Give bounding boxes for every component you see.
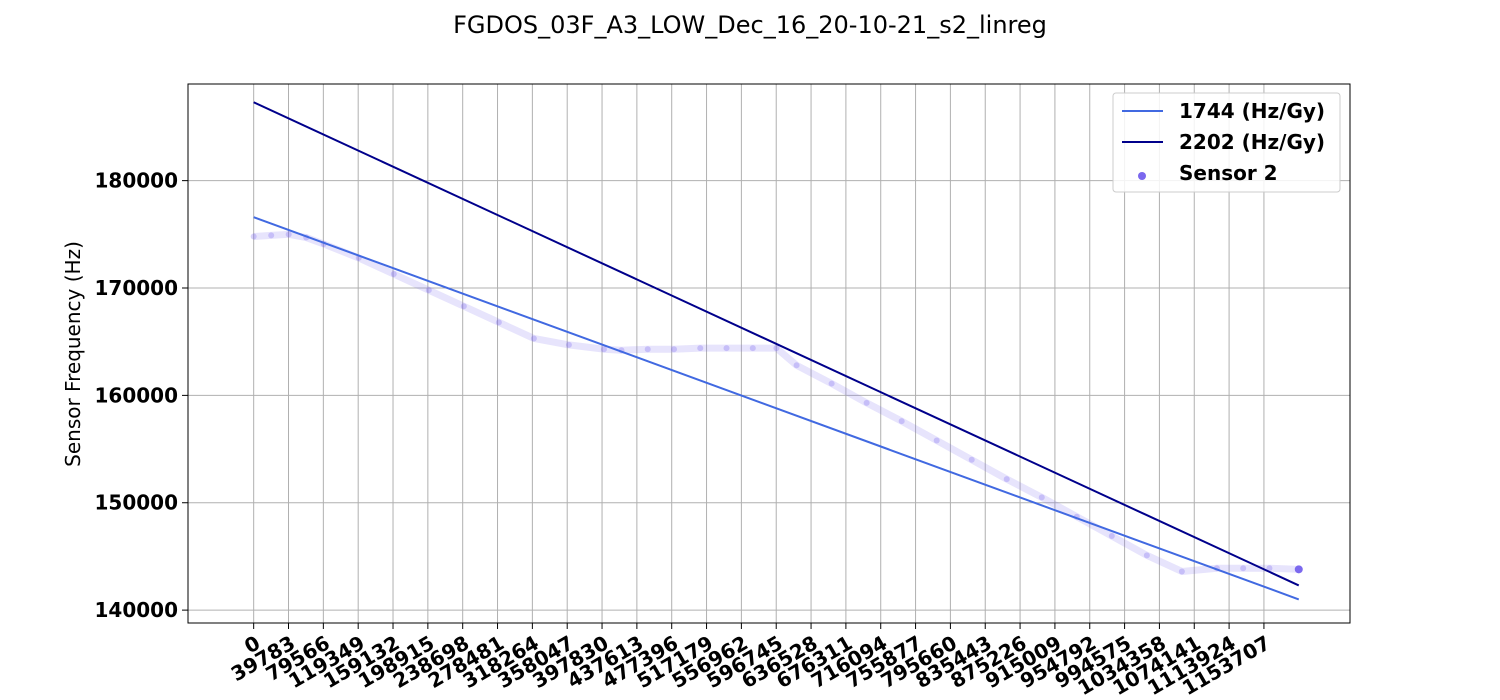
regression-line <box>253 101 1300 587</box>
legend-label: 1744 (Hz/Gy) <box>1179 99 1325 123</box>
sensor-2-point <box>828 380 835 387</box>
regression-lines <box>253 101 1300 601</box>
sensor-2-point <box>495 319 502 326</box>
sensor-2-point <box>1003 476 1010 483</box>
y-tick-label: 180000 <box>95 169 179 193</box>
sensor-2-point <box>1143 552 1150 559</box>
sensor-2-point <box>1294 565 1303 574</box>
sensor-2-point <box>1038 494 1045 501</box>
y-tick-label: 170000 <box>95 276 179 300</box>
legend-box <box>1112 92 1341 193</box>
y-tick-label: 150000 <box>95 491 179 515</box>
y-axis-label: Sensor Frequency (Hz) <box>61 241 85 467</box>
sensor-2-point <box>933 437 940 444</box>
sensor-2-point <box>749 345 756 352</box>
grid <box>188 84 1350 623</box>
sensor-2-point <box>670 346 677 353</box>
sensor-2-point <box>773 345 780 352</box>
legend-label: 2202 (Hz/Gy) <box>1179 130 1325 154</box>
sensor-2-point <box>565 341 572 348</box>
legend-marker-swatch <box>1138 172 1146 180</box>
regression-line <box>253 216 1300 601</box>
sensor-2-point <box>390 271 397 278</box>
sensor-2-point <box>460 303 467 310</box>
sensor-2-point <box>863 399 870 406</box>
sensor-2-trace <box>253 230 1299 575</box>
y-axis-ticks: 140000 150000 160000 170000 180000 <box>95 169 188 622</box>
sensor-2-points <box>250 230 1303 575</box>
sensor-2-point <box>268 232 275 239</box>
sensor-2-point <box>723 345 730 352</box>
legend-label: Sensor 2 <box>1179 161 1278 185</box>
sensor-2-point <box>600 346 607 353</box>
sensor-2-point <box>285 231 292 238</box>
legend: 1744 (Hz/Gy) 2202 (Hz/Gy) Sensor 2 <box>1112 92 1341 193</box>
sensor-2-point <box>530 335 537 342</box>
sensor-2-point <box>898 418 905 425</box>
x-axis-ticks: 0397837956611934915913219891523869827848… <box>227 623 1274 700</box>
sensor-2-point <box>425 287 432 294</box>
sensor-2-point <box>1240 565 1247 572</box>
sensor-2-point <box>968 456 975 463</box>
sensor-2-point <box>250 233 257 240</box>
y-tick-label: 160000 <box>95 383 179 407</box>
sensor-2-point <box>1108 533 1115 540</box>
sensor-2-point <box>793 362 800 369</box>
sensor-2-point <box>1178 568 1185 575</box>
plot-frame <box>187 83 1351 624</box>
sensor-2-point <box>644 346 651 353</box>
y-tick-label: 140000 <box>95 598 179 622</box>
sensor-2-point <box>697 345 704 352</box>
chart-title: FGDOS_03F_A3_LOW_Dec_16_20-10-21_s2_linr… <box>453 11 1047 39</box>
sensor-2-point <box>1266 565 1273 572</box>
